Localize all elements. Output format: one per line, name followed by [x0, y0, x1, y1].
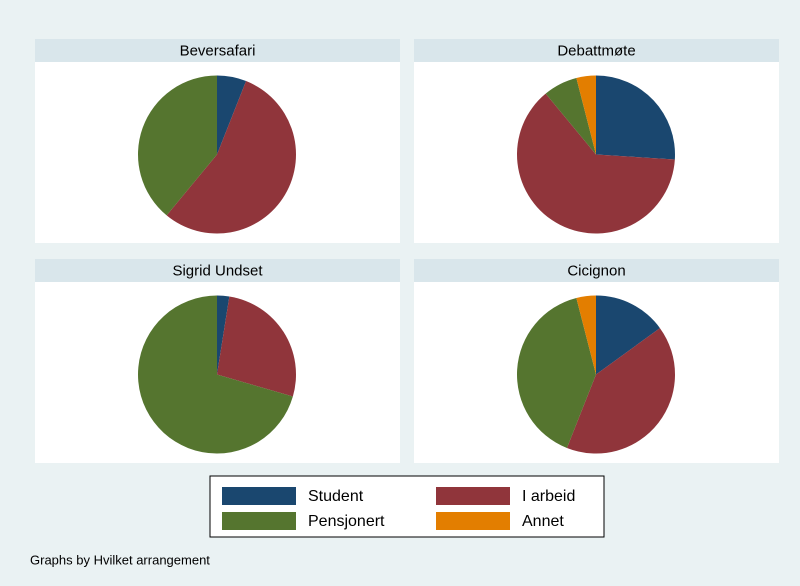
panel-header [414, 259, 779, 282]
panel-title: Beversafari [180, 42, 256, 59]
panel-title: Debattmøte [557, 42, 635, 59]
legend-label: Annet [522, 513, 564, 530]
legend-swatch [222, 512, 296, 530]
panel-title: Sigrid Undset [172, 262, 263, 279]
pie-slice [517, 297, 596, 448]
pie-slice [576, 75, 596, 155]
pie-slice [517, 93, 675, 234]
legend-label: Pensjonert [308, 513, 385, 530]
panel-header [35, 259, 400, 282]
pie-slice [596, 75, 675, 160]
legend-swatch [222, 487, 296, 505]
pie-slice [217, 295, 230, 375]
panel-header [414, 39, 779, 62]
legend-label: Student [308, 488, 364, 505]
pie-slice [217, 296, 296, 397]
pie-slice [566, 328, 675, 454]
panel-header [35, 39, 400, 62]
pie-slice [576, 295, 596, 375]
pie-slice [137, 295, 293, 454]
panel-title: Cicignon [567, 262, 625, 279]
pie-slice [217, 75, 247, 155]
pie-slice [137, 75, 217, 216]
note: Graphs by Hvilket arrangement [30, 552, 210, 567]
pie-slice [545, 77, 596, 155]
legend-swatch [436, 487, 510, 505]
pie-slice [166, 81, 297, 234]
legend-swatch [436, 512, 510, 530]
legend-label: I arbeid [522, 488, 575, 505]
pie-slice [596, 295, 660, 375]
